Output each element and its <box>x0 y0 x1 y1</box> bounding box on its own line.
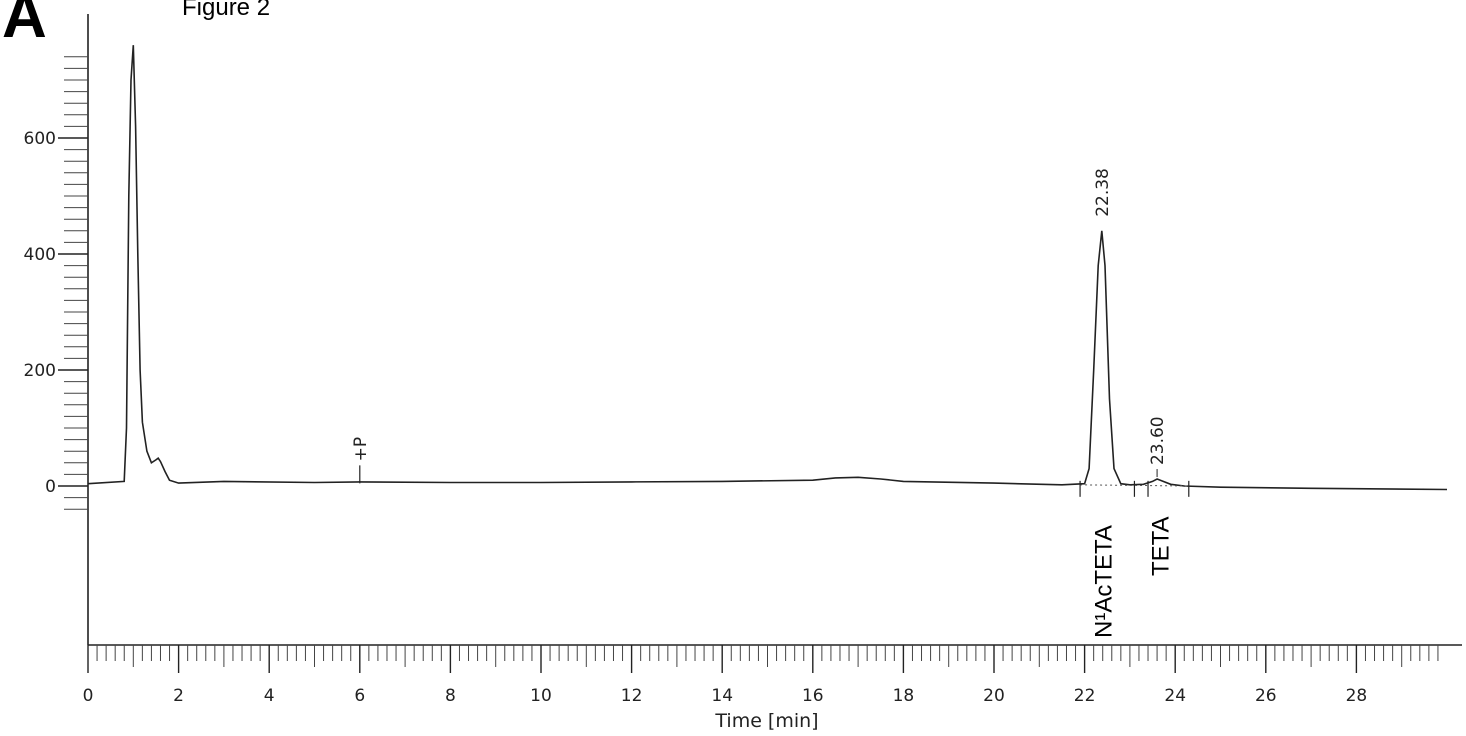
x-tick-label: 20 <box>983 686 1005 706</box>
x-tick-label: 10 <box>530 686 552 706</box>
x-tick-label: 28 <box>1346 686 1368 706</box>
minor-ticks <box>64 56 1439 667</box>
baseline-dotted <box>1080 484 1189 487</box>
peak-time-label: 22.38 <box>1093 168 1113 217</box>
x-tick-label: 16 <box>802 686 824 706</box>
y-tick-label: 600 <box>24 129 56 149</box>
panel-letter: A <box>2 0 47 51</box>
integration-baseline <box>1079 480 1190 497</box>
y-tick-label: 0 <box>45 477 56 497</box>
x-tick-label: 0 <box>83 686 94 706</box>
x-tick-label: 4 <box>264 686 275 706</box>
y-axis-ticks: 0 200 400 600 <box>24 129 88 497</box>
peak-annotations: 22.38 23.60 +P N¹AcTETA TETA <box>351 168 1175 638</box>
chromatogram-trace <box>87 45 1448 491</box>
y-tick-label: 200 <box>24 361 56 381</box>
compound-label: N¹AcTETA <box>1091 525 1118 638</box>
chart-axes <box>87 14 1462 646</box>
x-tick-label: 24 <box>1164 686 1186 706</box>
x-tick-label: 8 <box>445 686 456 706</box>
x-axis-ticks: 0 2 4 6 8 10 12 14 16 18 20 22 24 26 28 <box>83 645 1368 706</box>
peak-time-label: 23.60 <box>1148 416 1168 465</box>
event-marker-label: +P <box>351 437 371 462</box>
compound-label: TETA <box>1147 516 1174 576</box>
figure-title: Figure 2 <box>182 0 271 21</box>
x-tick-label: 12 <box>621 686 643 706</box>
x-tick-label: 22 <box>1074 686 1096 706</box>
x-axis-label: Time [min] <box>714 710 818 732</box>
x-tick-label: 6 <box>354 686 365 706</box>
x-tick-label: 14 <box>711 686 733 706</box>
x-tick-label: 18 <box>893 686 915 706</box>
x-tick-label: 26 <box>1255 686 1277 706</box>
x-tick-label: 2 <box>173 686 184 706</box>
y-tick-label: 400 <box>24 245 56 265</box>
